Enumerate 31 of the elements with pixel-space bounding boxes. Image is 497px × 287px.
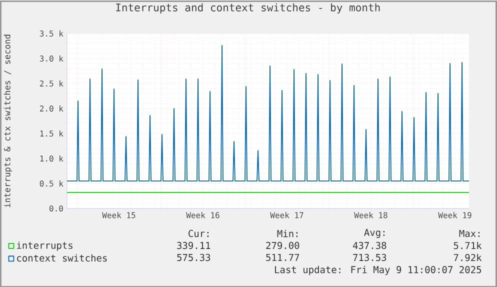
y-tick-label: 3.0 k: [40, 55, 64, 62]
text: 575.33: [177, 254, 210, 261]
y-tick-label: 2.5 k: [40, 80, 64, 86]
text: Last update: Fri May 9 11:00:07 2025: [275, 266, 482, 275]
text: 5.71k: [454, 242, 482, 249]
text: 437.38: [352, 242, 386, 249]
y-tick-label: 0.5 k: [40, 180, 64, 186]
legend-label: context switches: [17, 254, 107, 262]
x-tick-label: Week 15: [102, 212, 136, 218]
y-tick-label: 1.0 k: [40, 155, 64, 162]
y-tick-label: 0.0: [50, 205, 63, 212]
y-axis-title: interrupts & ctx switches / second: [4, 34, 12, 208]
text: 339.11: [177, 242, 210, 249]
text: 511.77: [266, 254, 300, 261]
y-tick-label: 1.5 k: [40, 130, 64, 136]
y-tick-label: 2.0 k: [40, 105, 64, 112]
x-tick-label: Week 17: [270, 212, 304, 218]
y-tick-label: 3.5 k: [40, 30, 64, 36]
text: Min:: [277, 230, 298, 237]
x-tick-label: Week 19: [438, 212, 472, 218]
text: 279.00: [266, 242, 300, 249]
text: Cur:: [188, 230, 209, 237]
chart-title: Interrupts and context switches - by month: [116, 3, 380, 14]
line-series: [67, 44, 470, 182]
x-tick-label: Week 18: [354, 212, 388, 218]
legend-label: interrupts: [17, 241, 72, 251]
text: Max:: [459, 230, 480, 237]
text: 713.53: [353, 254, 386, 261]
text: 7.92k: [454, 254, 482, 261]
text: Avg:: [364, 228, 385, 238]
x-tick-label: Week 16: [186, 212, 220, 218]
